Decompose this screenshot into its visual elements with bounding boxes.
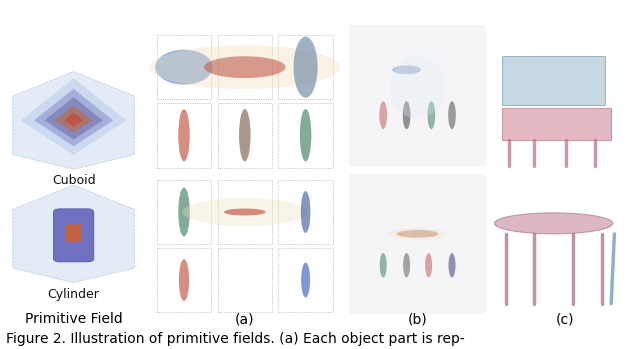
Text: Cylinder: Cylinder — [47, 288, 100, 301]
Ellipse shape — [294, 37, 317, 98]
Polygon shape — [13, 185, 134, 283]
Polygon shape — [45, 97, 102, 139]
Ellipse shape — [380, 253, 387, 277]
FancyBboxPatch shape — [157, 180, 211, 244]
Text: Cuboid: Cuboid — [52, 174, 95, 187]
Polygon shape — [13, 72, 134, 169]
FancyBboxPatch shape — [157, 103, 211, 168]
Ellipse shape — [239, 109, 250, 161]
Ellipse shape — [403, 101, 410, 129]
Ellipse shape — [301, 262, 310, 297]
FancyBboxPatch shape — [53, 209, 94, 262]
Ellipse shape — [403, 253, 410, 277]
FancyBboxPatch shape — [278, 103, 333, 168]
Ellipse shape — [389, 228, 447, 240]
Text: (c): (c) — [556, 312, 574, 326]
Ellipse shape — [392, 66, 421, 74]
FancyBboxPatch shape — [349, 25, 486, 166]
Text: Figure 2. Illustration of primitive fields. (a) Each object part is rep-: Figure 2. Illustration of primitive fiel… — [6, 332, 465, 346]
Ellipse shape — [495, 213, 613, 234]
Polygon shape — [64, 113, 83, 127]
Text: Primitive Field: Primitive Field — [25, 312, 122, 326]
Ellipse shape — [155, 50, 212, 84]
Ellipse shape — [224, 208, 266, 215]
FancyBboxPatch shape — [278, 180, 333, 244]
Ellipse shape — [179, 259, 189, 301]
Ellipse shape — [397, 230, 438, 238]
FancyBboxPatch shape — [349, 173, 486, 314]
Ellipse shape — [178, 187, 189, 236]
FancyBboxPatch shape — [502, 56, 605, 105]
FancyBboxPatch shape — [65, 224, 82, 242]
FancyBboxPatch shape — [218, 248, 272, 312]
Ellipse shape — [150, 45, 340, 89]
Polygon shape — [20, 78, 127, 155]
FancyBboxPatch shape — [218, 103, 272, 168]
FancyBboxPatch shape — [278, 35, 333, 99]
Ellipse shape — [428, 101, 435, 129]
Ellipse shape — [449, 253, 456, 277]
Ellipse shape — [425, 253, 432, 277]
FancyBboxPatch shape — [278, 248, 333, 312]
FancyBboxPatch shape — [218, 35, 272, 99]
FancyBboxPatch shape — [218, 180, 272, 244]
Ellipse shape — [448, 101, 456, 129]
Ellipse shape — [182, 198, 307, 226]
FancyBboxPatch shape — [502, 108, 611, 140]
Text: (a): (a) — [235, 312, 255, 326]
Polygon shape — [55, 106, 92, 133]
Ellipse shape — [390, 56, 445, 119]
FancyBboxPatch shape — [157, 35, 211, 99]
Polygon shape — [34, 89, 113, 146]
Text: (b): (b) — [408, 312, 428, 326]
Ellipse shape — [300, 109, 311, 161]
Ellipse shape — [178, 109, 189, 161]
FancyBboxPatch shape — [157, 248, 211, 312]
Ellipse shape — [301, 191, 310, 233]
Ellipse shape — [380, 101, 387, 129]
Ellipse shape — [204, 56, 285, 78]
